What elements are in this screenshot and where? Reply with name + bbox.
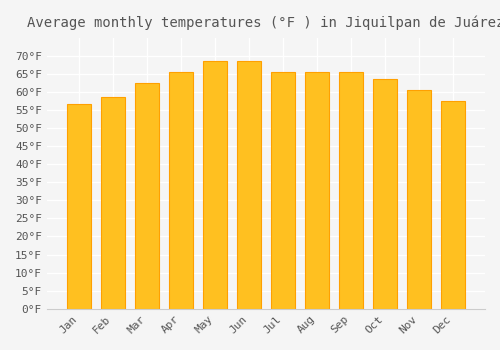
Bar	[237, 61, 261, 309]
Bar	[203, 61, 227, 309]
Bar	[101, 97, 124, 309]
Bar	[67, 105, 90, 309]
Bar	[339, 72, 363, 309]
Bar	[271, 72, 295, 309]
Bar	[135, 83, 158, 309]
Bar	[373, 79, 397, 309]
Bar	[305, 72, 329, 309]
Bar	[442, 101, 465, 309]
Title: Average monthly temperatures (°F ) in Jiquilpan de Juárez: Average monthly temperatures (°F ) in Ji…	[27, 15, 500, 29]
Bar	[407, 90, 431, 309]
Bar	[169, 72, 192, 309]
